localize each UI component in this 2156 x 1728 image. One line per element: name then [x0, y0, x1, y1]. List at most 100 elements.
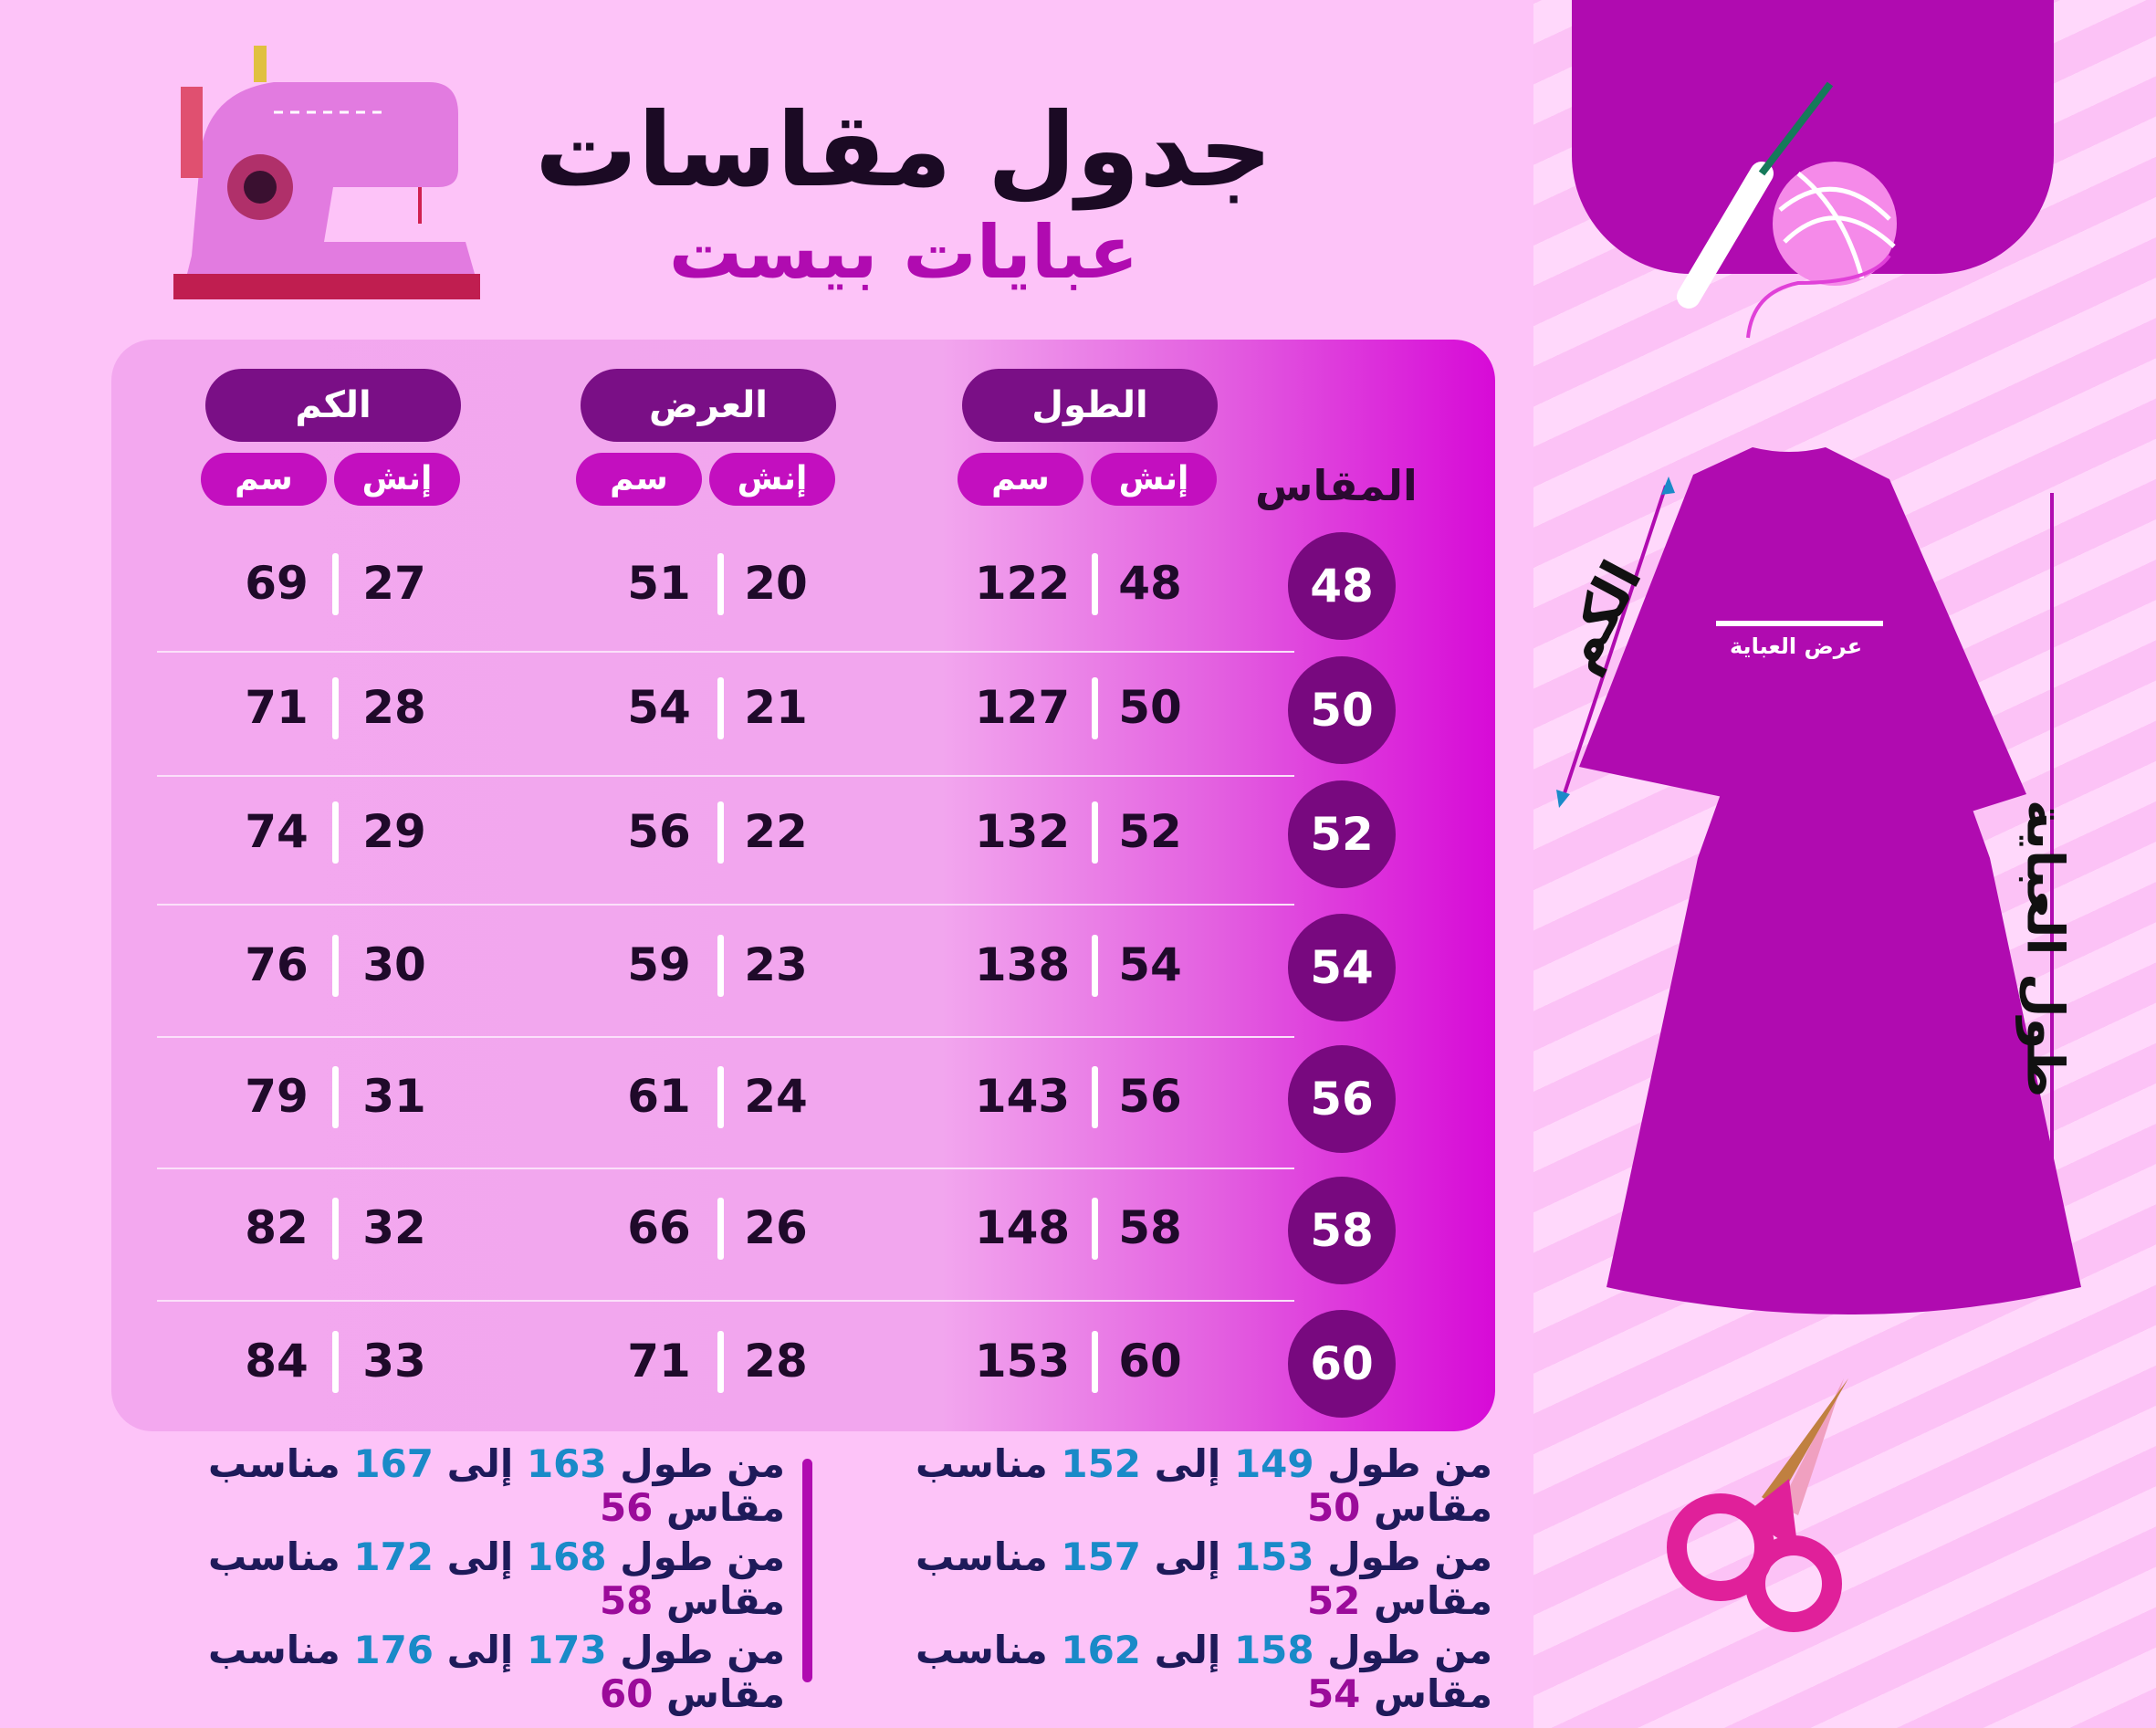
- note-size: 52: [1306, 1578, 1361, 1623]
- cell-divider: [1092, 553, 1098, 615]
- size-badge: 48: [1288, 532, 1396, 640]
- note-max: 167: [353, 1441, 434, 1486]
- header-width: العرض: [581, 369, 836, 442]
- size-badge: 58: [1288, 1177, 1396, 1284]
- cell-divider: [332, 553, 339, 615]
- cell-width-in: 26: [744, 1201, 808, 1254]
- size-badge: 56: [1288, 1045, 1396, 1153]
- row-separator: [157, 1300, 1294, 1302]
- note-size: 50: [1306, 1485, 1361, 1530]
- cell-sleeve-cm: 76: [245, 938, 309, 991]
- cell-width-cm: 66: [627, 1201, 691, 1254]
- note-from: من طول: [1327, 1534, 1492, 1579]
- note-min: 158: [1233, 1628, 1314, 1672]
- width-label: عرض العباية: [1730, 634, 1863, 659]
- page-subtitle: عبايات بيست: [668, 210, 1139, 295]
- abaya-shape: [1579, 447, 2081, 1314]
- cell-width-in: 20: [744, 557, 808, 610]
- note-from: من طول: [620, 1628, 785, 1672]
- length-label: طول العباية: [2015, 799, 2075, 1098]
- cell-sleeve-in: 30: [362, 938, 426, 991]
- header-length-inch: إنش: [1091, 453, 1217, 506]
- header-sleeve-cm: سم: [201, 453, 327, 506]
- cell-length-in: 56: [1118, 1070, 1182, 1123]
- cell-length-cm: 143: [974, 1070, 1071, 1123]
- cell-length-in: 52: [1118, 805, 1182, 858]
- cell-width-in: 23: [744, 938, 808, 991]
- cell-divider: [717, 1066, 724, 1128]
- cell-width-cm: 61: [627, 1070, 691, 1123]
- cell-length-cm: 127: [974, 681, 1071, 734]
- size-note: من طول 153 إلى 157 مناسب مقاس 52: [835, 1535, 1492, 1623]
- cell-length-cm: 132: [974, 805, 1071, 858]
- note-fits: مناسب مقاس: [916, 1534, 1492, 1623]
- note-max: 172: [353, 1534, 434, 1579]
- cell-sleeve-cm: 74: [245, 805, 309, 858]
- cell-length-cm: 138: [974, 938, 1071, 991]
- note-min: 153: [1233, 1534, 1314, 1579]
- cell-length-in: 60: [1118, 1335, 1182, 1388]
- row-separator: [157, 1168, 1294, 1169]
- size-header: المقاس: [1255, 461, 1418, 510]
- row-separator: [157, 904, 1294, 906]
- cell-divider: [332, 1066, 339, 1128]
- cell-sleeve-cm: 82: [245, 1201, 309, 1254]
- size-badge: 50: [1288, 656, 1396, 764]
- cell-divider: [1092, 1198, 1098, 1260]
- cell-length-in: 58: [1118, 1201, 1182, 1254]
- note-min: 173: [526, 1628, 607, 1672]
- cell-sleeve-in: 28: [362, 681, 426, 734]
- cell-divider: [332, 1331, 339, 1393]
- cell-sleeve-cm: 84: [245, 1335, 309, 1388]
- yarn-needle-icon: [1677, 81, 1897, 339]
- cell-divider: [717, 1198, 724, 1260]
- note-to: إلى: [1154, 1441, 1221, 1486]
- cell-sleeve-in: 31: [362, 1070, 426, 1123]
- note-from: من طول: [620, 1534, 785, 1579]
- note-fits: مناسب مقاس: [208, 1628, 785, 1716]
- note-max: 162: [1061, 1628, 1142, 1672]
- size-note: من طول 173 إلى 176 مناسب مقاس 60: [128, 1629, 785, 1716]
- cell-width-in: 24: [744, 1070, 808, 1123]
- cell-sleeve-cm: 71: [245, 681, 309, 734]
- note-to: إلى: [446, 1628, 514, 1672]
- cell-divider: [717, 1331, 724, 1393]
- size-note: من طول 149 إلى 152 مناسب مقاس 50: [835, 1442, 1492, 1530]
- cell-length-in: 48: [1118, 557, 1182, 610]
- cell-length-cm: 148: [974, 1201, 1071, 1254]
- size-note: من طول 158 إلى 162 مناسب مقاس 54: [835, 1629, 1492, 1716]
- cell-width-cm: 59: [627, 938, 691, 991]
- cell-divider: [1092, 935, 1098, 997]
- cell-divider: [717, 677, 724, 739]
- cell-divider: [717, 935, 724, 997]
- cell-divider: [1092, 801, 1098, 864]
- cell-sleeve-in: 29: [362, 805, 426, 858]
- cell-divider: [332, 935, 339, 997]
- header-sleeve-inch: إنش: [334, 453, 460, 506]
- size-badge: 54: [1288, 914, 1396, 1021]
- size-table: [111, 340, 1495, 1431]
- note-size: 54: [1306, 1671, 1361, 1716]
- header-sleeve: الكم: [205, 369, 461, 442]
- cell-length-in: 50: [1118, 681, 1182, 734]
- note-to: إلى: [1154, 1534, 1221, 1579]
- header-width-cm: سم: [576, 453, 702, 506]
- abaya-diagram: [1556, 447, 2081, 1314]
- note-min: 149: [1233, 1441, 1314, 1486]
- page-title: جدول مقاسات: [535, 91, 1272, 210]
- header-width-inch: إنش: [709, 453, 835, 506]
- cell-divider: [332, 677, 339, 739]
- note-max: 157: [1061, 1534, 1142, 1579]
- cell-width-in: 22: [744, 805, 808, 858]
- cell-divider: [1092, 1331, 1098, 1393]
- note-fits: مناسب مقاس: [208, 1534, 785, 1623]
- cell-sleeve-cm: 69: [245, 557, 309, 610]
- note-from: من طول: [1327, 1441, 1492, 1486]
- sewing-machine-icon: [173, 46, 480, 299]
- header-length-cm: سم: [958, 453, 1083, 506]
- note-max: 176: [353, 1628, 434, 1672]
- size-badge: 52: [1288, 780, 1396, 888]
- note-size: 58: [599, 1578, 654, 1623]
- cell-divider: [717, 801, 724, 864]
- row-separator: [157, 775, 1294, 777]
